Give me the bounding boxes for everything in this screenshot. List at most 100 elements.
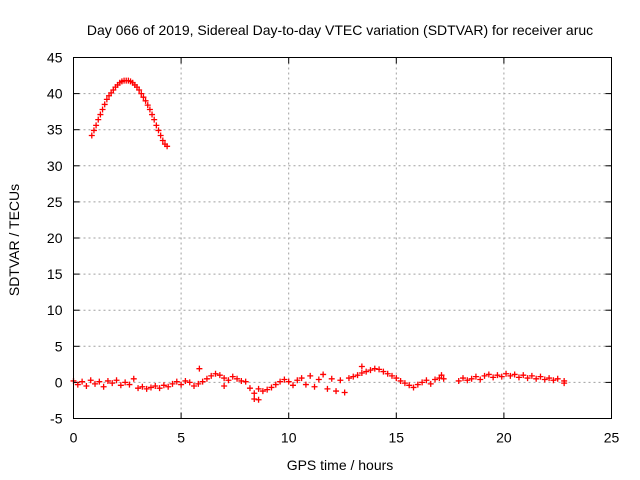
data-point (103, 96, 110, 103)
data-point (268, 384, 275, 391)
data-point (242, 378, 249, 385)
data-point (109, 380, 116, 387)
data-point (307, 372, 314, 379)
plot-frame (73, 57, 612, 419)
y-tick-label: 5 (55, 338, 63, 354)
data-point (515, 374, 522, 381)
data-point (221, 375, 228, 382)
data-point (507, 372, 514, 379)
data-point (264, 386, 271, 393)
data-point (294, 377, 301, 384)
data-point (363, 368, 370, 375)
data-point (147, 384, 154, 391)
data-point (143, 385, 150, 392)
data-point (414, 381, 421, 388)
data-point (311, 383, 318, 390)
data-point (186, 379, 193, 386)
data-point (259, 388, 266, 395)
data-point (95, 116, 102, 123)
data-point (159, 137, 166, 144)
data-point (255, 385, 262, 392)
data-point (520, 372, 527, 379)
data-point (388, 372, 395, 379)
data-point (199, 378, 206, 385)
data-point (191, 383, 198, 390)
data-point (290, 382, 297, 389)
data-point (139, 383, 146, 390)
data-point (541, 376, 548, 383)
data-point (472, 373, 479, 380)
y-tick-label: 0 (55, 374, 63, 390)
data-point (427, 380, 434, 387)
data-point (157, 132, 164, 139)
data-point (423, 377, 430, 384)
data-point (345, 375, 352, 382)
data-point (100, 383, 107, 390)
y-tick-label: 45 (47, 50, 63, 66)
data-point (97, 111, 104, 118)
data-point (485, 371, 492, 378)
data-point (90, 127, 97, 134)
data-point (225, 377, 232, 384)
data-point (524, 375, 531, 382)
x-tick-label: 15 (389, 430, 405, 446)
data-point (87, 377, 94, 384)
data-point (146, 106, 153, 113)
data-point (151, 116, 158, 123)
series-outliers (196, 363, 568, 403)
data-point (358, 370, 365, 377)
data-point (464, 377, 471, 384)
data-point (93, 122, 100, 129)
x-tick-label: 20 (496, 430, 512, 446)
y-tick-label: 30 (47, 158, 63, 174)
data-point (468, 375, 475, 382)
data-point (229, 373, 236, 380)
data-point (221, 383, 228, 390)
y-tick-label: -5 (50, 411, 63, 427)
data-point (281, 376, 288, 383)
data-point (138, 90, 145, 97)
data-point (324, 385, 331, 392)
data-point (144, 102, 151, 109)
data-point (255, 396, 262, 403)
data-point (533, 375, 540, 382)
data-point (315, 376, 322, 383)
data-point (380, 368, 387, 375)
data-point (406, 382, 413, 389)
y-tick-label: 10 (47, 302, 63, 318)
data-point (246, 385, 253, 392)
data-point (384, 370, 391, 377)
y-tick-label: 25 (47, 194, 63, 210)
data-point (401, 380, 408, 387)
data-point (350, 373, 357, 380)
data-point (333, 388, 340, 395)
series-high-arc (88, 77, 171, 150)
data-point (546, 375, 553, 382)
data-point (376, 366, 383, 373)
data-point (455, 377, 462, 384)
data-point (528, 372, 535, 379)
y-tick-label: 40 (47, 86, 63, 102)
data-point (122, 379, 129, 386)
data-point (371, 365, 378, 372)
data-point (140, 94, 147, 101)
data-point (503, 370, 510, 377)
y-tick-label: 35 (47, 122, 63, 138)
data-point (203, 375, 210, 382)
data-point (251, 390, 258, 397)
data-point (96, 378, 103, 385)
data-point (208, 372, 215, 379)
data-point (490, 374, 497, 381)
data-point (251, 396, 258, 403)
data-point (554, 375, 561, 382)
data-point (156, 385, 163, 392)
data-point (432, 376, 439, 383)
data-point (438, 372, 445, 379)
data-point (320, 371, 327, 378)
data-point (511, 371, 518, 378)
data-point (419, 379, 426, 386)
data-point (195, 380, 202, 387)
data-point (410, 384, 417, 391)
y-tick-labels: -5 0 5 10 15 20 25 30 35 40 45 (47, 50, 63, 427)
